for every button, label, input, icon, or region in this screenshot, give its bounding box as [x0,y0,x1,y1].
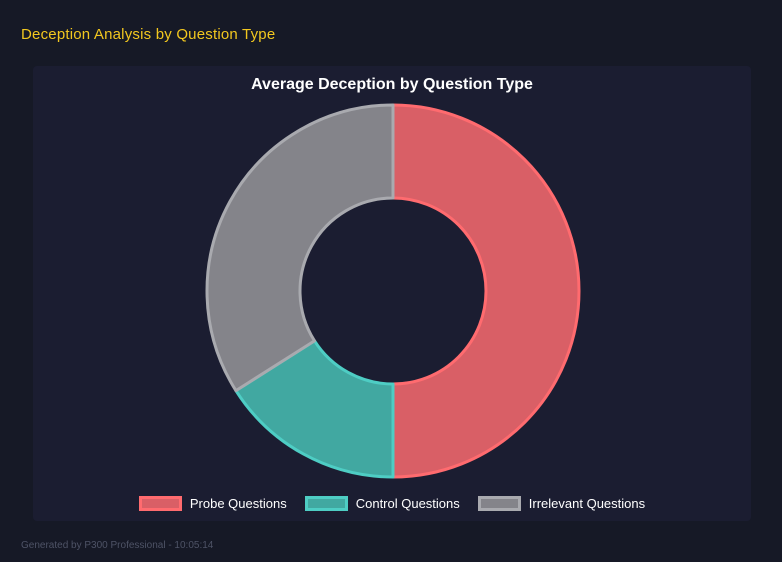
legend-swatch-control [304,496,348,511]
chart-title: Average Deception by Question Type [251,76,533,93]
chart-panel: Average Deception by Question Type Probe… [33,66,751,521]
legend-swatch-irrelevant [477,496,521,511]
legend-label: Control Questions [355,496,460,511]
legend-item-probe-questions[interactable]: Probe Questions [138,496,287,511]
legend-label: Irrelevant Questions [528,496,646,511]
donut-slice[interactable] [391,103,581,479]
donut-chart [205,103,581,479]
legend-label: Probe Questions [189,496,287,511]
legend-swatch-probe [138,496,182,511]
donut-slice[interactable] [234,339,395,479]
donut-slice[interactable] [205,103,395,393]
chart-legend: Probe Questions Control Questions Irrele… [33,496,751,511]
legend-item-irrelevant-questions[interactable]: Irrelevant Questions [477,496,646,511]
legend-item-control-questions[interactable]: Control Questions [304,496,460,511]
page-title: Deception Analysis by Question Type [21,26,276,43]
footer-status: Generated by P300 Professional - 10:05:1… [21,540,214,551]
